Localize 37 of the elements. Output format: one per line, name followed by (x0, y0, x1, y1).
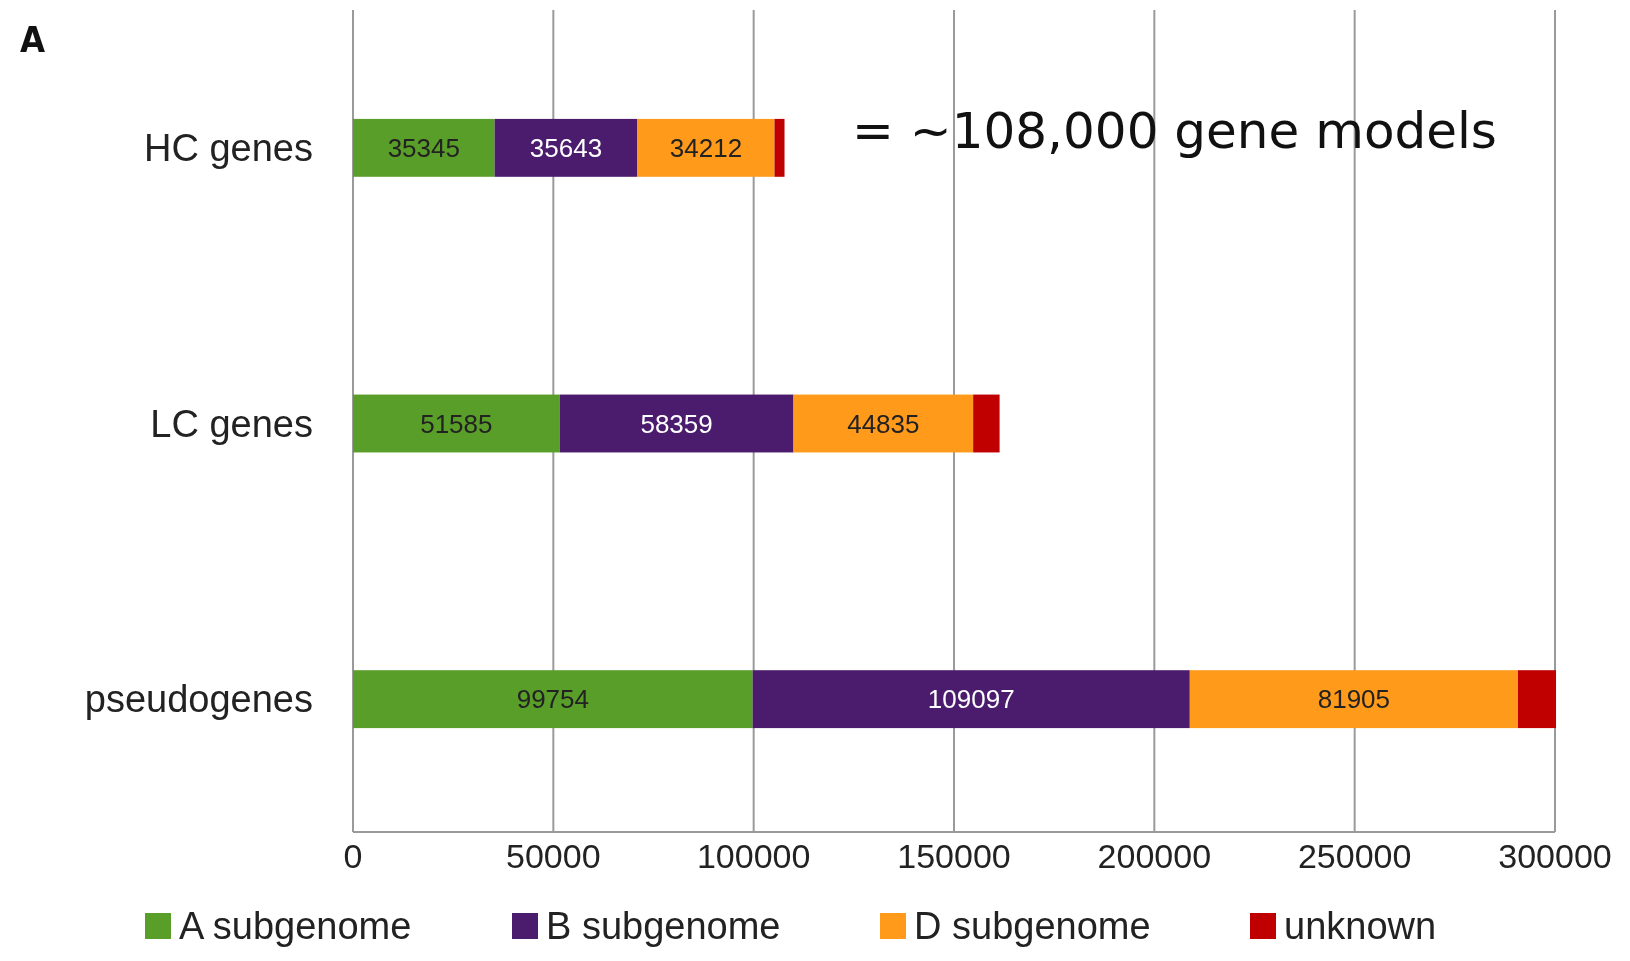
data-label: 99754 (516, 684, 589, 715)
bar (494, 118, 638, 177)
legend-label: B subgenome (546, 905, 781, 947)
bar (752, 670, 1190, 729)
x-tick-label: 300000 (1498, 837, 1612, 875)
data-label: 58359 (640, 408, 713, 439)
bar (1189, 670, 1518, 729)
legend-label: unknown (1284, 905, 1437, 947)
data-label: 51585 (420, 408, 493, 439)
bar (1517, 670, 1557, 729)
x-tick-label: 50000 (506, 837, 601, 875)
x-tick-label: 0 (343, 837, 363, 875)
data-label: 44835 (847, 408, 920, 439)
bar (353, 394, 560, 453)
data-label: 34212 (669, 132, 743, 163)
annotation: = ~108,000 gene models (852, 102, 1497, 160)
data-label: 109097 (927, 684, 1015, 715)
x-tick-label: 250000 (1297, 837, 1412, 875)
bar (559, 394, 794, 453)
bar (353, 118, 495, 177)
y-tick-label: HC genes (144, 126, 313, 169)
bar (973, 394, 1000, 453)
x-tick-label: 100000 (696, 837, 811, 875)
legend-label: D subgenome (914, 905, 1151, 947)
bar (793, 394, 974, 453)
x-tick-label: 150000 (897, 837, 1011, 875)
bar (353, 670, 753, 729)
y-tick-label: pseudogenes (84, 678, 313, 721)
x-tick-label: 200000 (1097, 837, 1212, 875)
legend-label: A subgenome (179, 905, 412, 947)
bar (637, 118, 775, 177)
data-label: 35345 (387, 132, 460, 163)
text: A (20, 19, 46, 60)
data-label: 81905 (1317, 684, 1391, 715)
y-tick-label: LC genes (150, 402, 313, 445)
bar (774, 118, 785, 177)
data-label: 35643 (529, 132, 603, 163)
